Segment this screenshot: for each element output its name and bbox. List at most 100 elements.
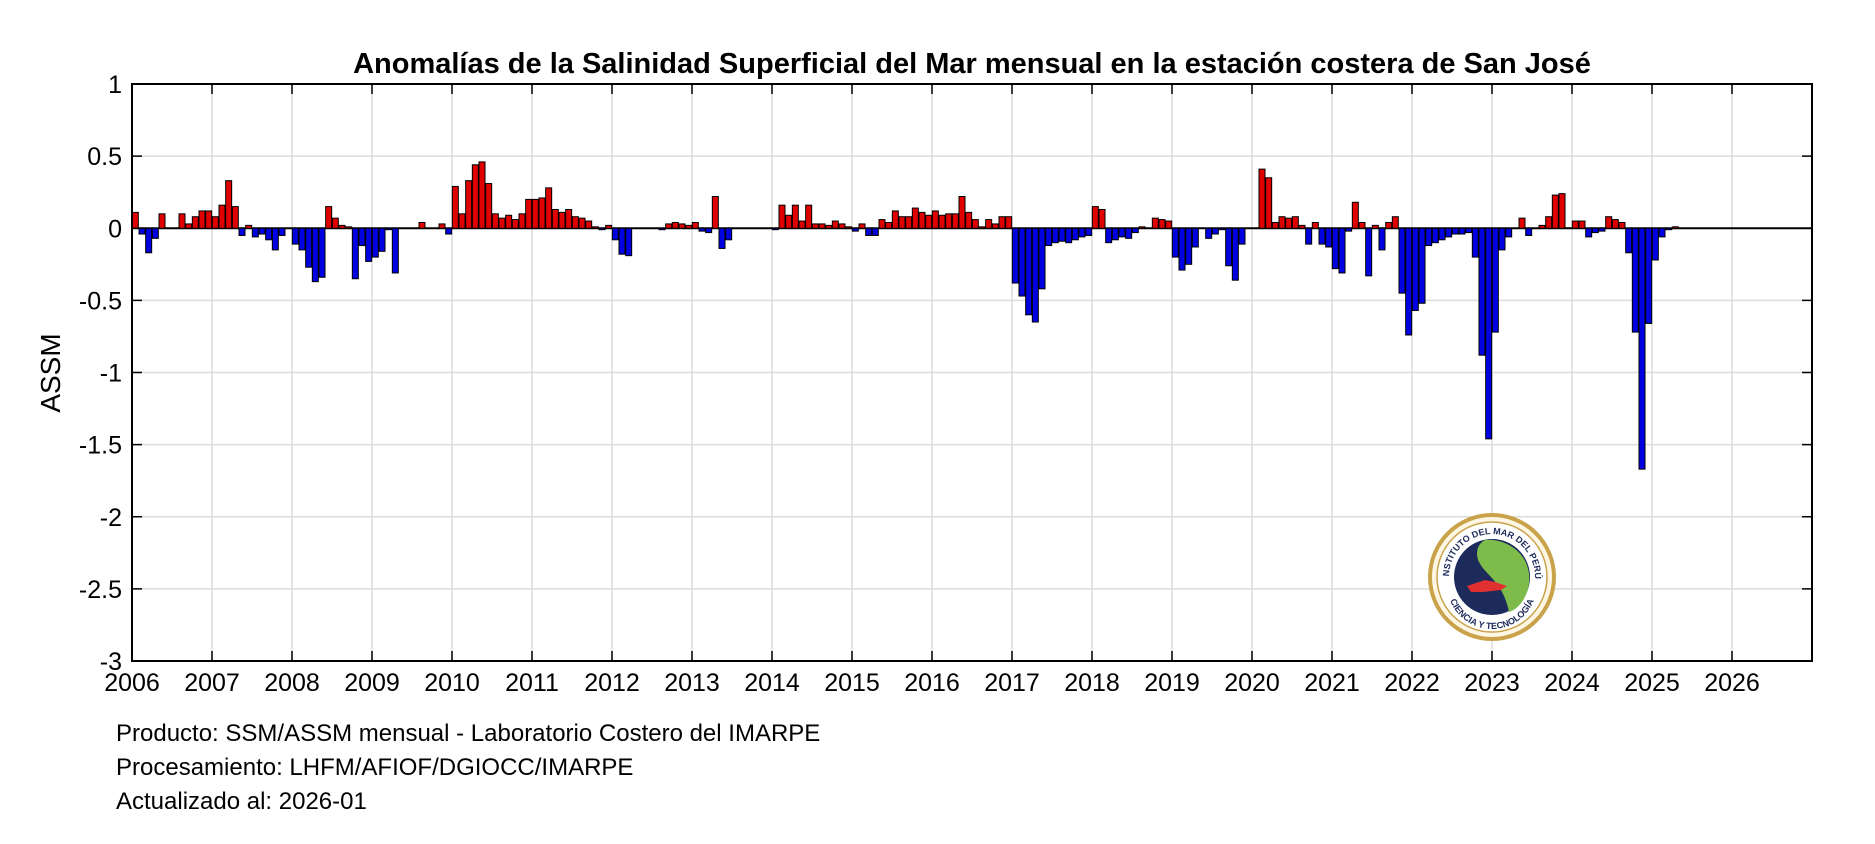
- bar-negative: [1445, 227, 1453, 238]
- bar-negative: [1011, 227, 1019, 284]
- bar-negative: [298, 227, 306, 251]
- bar-negative: [365, 227, 373, 262]
- bar-positive: [571, 216, 579, 229]
- bar-negative: [1305, 227, 1313, 245]
- bar-negative: [1425, 227, 1433, 247]
- bar-negative: [618, 227, 626, 255]
- bar-negative: [1065, 227, 1073, 244]
- bar-negative: [1018, 227, 1026, 297]
- bar-positive: [565, 209, 573, 229]
- bar-positive: [491, 213, 499, 229]
- bar-negative: [1318, 227, 1326, 245]
- bar-positive: [1158, 219, 1166, 229]
- bar-negative: [1051, 227, 1059, 244]
- bar-positive: [1545, 216, 1553, 229]
- bar-negative: [1031, 227, 1039, 323]
- bar-positive: [471, 164, 479, 229]
- bar-positive: [438, 223, 446, 229]
- bar-positive: [505, 214, 513, 229]
- x-tick-label: 2006: [104, 669, 160, 697]
- bar-positive: [958, 196, 966, 229]
- bar-positive: [325, 206, 333, 229]
- bar-negative: [1205, 227, 1213, 239]
- bar-positive: [538, 197, 546, 229]
- bar-positive: [465, 180, 473, 229]
- y-tick-label: -2: [100, 504, 122, 532]
- bar-positive: [1358, 221, 1366, 229]
- bar-positive: [938, 214, 946, 229]
- bar-positive: [131, 211, 139, 229]
- y-tick-label: 1: [108, 71, 122, 99]
- bar-positive: [1558, 193, 1566, 229]
- x-tick-label: 2024: [1544, 669, 1600, 697]
- bar-positive: [1371, 224, 1379, 229]
- x-tick-label: 2016: [904, 669, 960, 697]
- bar-negative: [1231, 227, 1239, 281]
- bar-positive: [985, 219, 993, 229]
- bar-negative: [1125, 227, 1133, 239]
- bar-positive: [458, 213, 466, 229]
- bar-negative: [265, 227, 273, 241]
- bar-negative: [251, 227, 259, 238]
- y-tick-label: 0: [108, 215, 122, 243]
- bar-positive: [1385, 221, 1393, 229]
- bar-positive: [225, 180, 233, 229]
- y-tick-label: -1: [100, 360, 122, 388]
- bar-negative: [318, 227, 326, 278]
- x-tick-label: 2013: [664, 669, 720, 697]
- bar-negative: [1225, 227, 1233, 267]
- bar-positive: [231, 206, 239, 229]
- bar-negative: [725, 227, 733, 241]
- bar-negative: [1585, 227, 1593, 238]
- bar-negative: [1431, 227, 1439, 244]
- bar-negative: [1471, 227, 1479, 258]
- bar-positive: [911, 207, 919, 229]
- bar-negative: [138, 227, 146, 235]
- bar-negative: [1131, 227, 1139, 234]
- x-tick-label: 2009: [344, 669, 400, 697]
- x-tick-label: 2008: [264, 669, 320, 697]
- bar-positive: [1551, 194, 1559, 229]
- y-axis-ticks: 1 0.5 0 -0.5 -1 -1.5 -2 -2.5 -3: [79, 71, 1812, 676]
- chart-title: Anomalías de la Salinidad Superficial de…: [353, 48, 1591, 80]
- bar-negative: [1178, 227, 1186, 271]
- bar-positive: [838, 223, 846, 229]
- bar-negative: [1631, 227, 1639, 333]
- bar-negative: [658, 227, 666, 231]
- bar-positive: [665, 223, 673, 229]
- bar-negative: [1625, 227, 1633, 254]
- bar-negative: [1458, 227, 1466, 235]
- bar-positive: [1351, 201, 1359, 229]
- bar-negative: [705, 227, 713, 234]
- x-tick-label: 2007: [184, 669, 240, 697]
- bar-negative: [385, 227, 393, 231]
- bar-negative: [1438, 227, 1446, 241]
- bar-positive: [245, 224, 253, 229]
- bar-positive: [898, 216, 906, 229]
- imarpe-logo: INSTITUTO DEL MAR DEL PERÚ CIENCIA Y TEC…: [1426, 504, 1557, 642]
- x-tick-label: 2014: [744, 669, 800, 697]
- x-tick-label: 2011: [505, 669, 559, 697]
- bar-negative: [291, 227, 299, 245]
- bar-positive: [525, 198, 533, 229]
- bar-positive: [711, 196, 719, 229]
- bar-positive: [578, 217, 586, 229]
- bar-negative: [1345, 227, 1353, 232]
- x-tick-label: 2023: [1464, 669, 1520, 697]
- bar-negative: [625, 227, 633, 257]
- bar-positive: [198, 210, 206, 229]
- bar-negative: [1451, 227, 1459, 235]
- bar-positive: [805, 204, 813, 229]
- x-tick-label: 2020: [1224, 669, 1280, 697]
- bar-negative: [1505, 227, 1513, 238]
- bar-positive: [1291, 216, 1299, 229]
- y-tick-label: 0.5: [87, 143, 122, 171]
- bar-positive: [965, 211, 973, 229]
- y-tick-label: -0.5: [79, 287, 122, 315]
- bar-negative: [1171, 227, 1179, 258]
- bar-positive: [778, 204, 786, 229]
- bar-positive: [1538, 224, 1546, 229]
- bar-negative: [151, 227, 159, 239]
- bar-positive: [691, 221, 699, 229]
- bar-negative: [1405, 227, 1413, 336]
